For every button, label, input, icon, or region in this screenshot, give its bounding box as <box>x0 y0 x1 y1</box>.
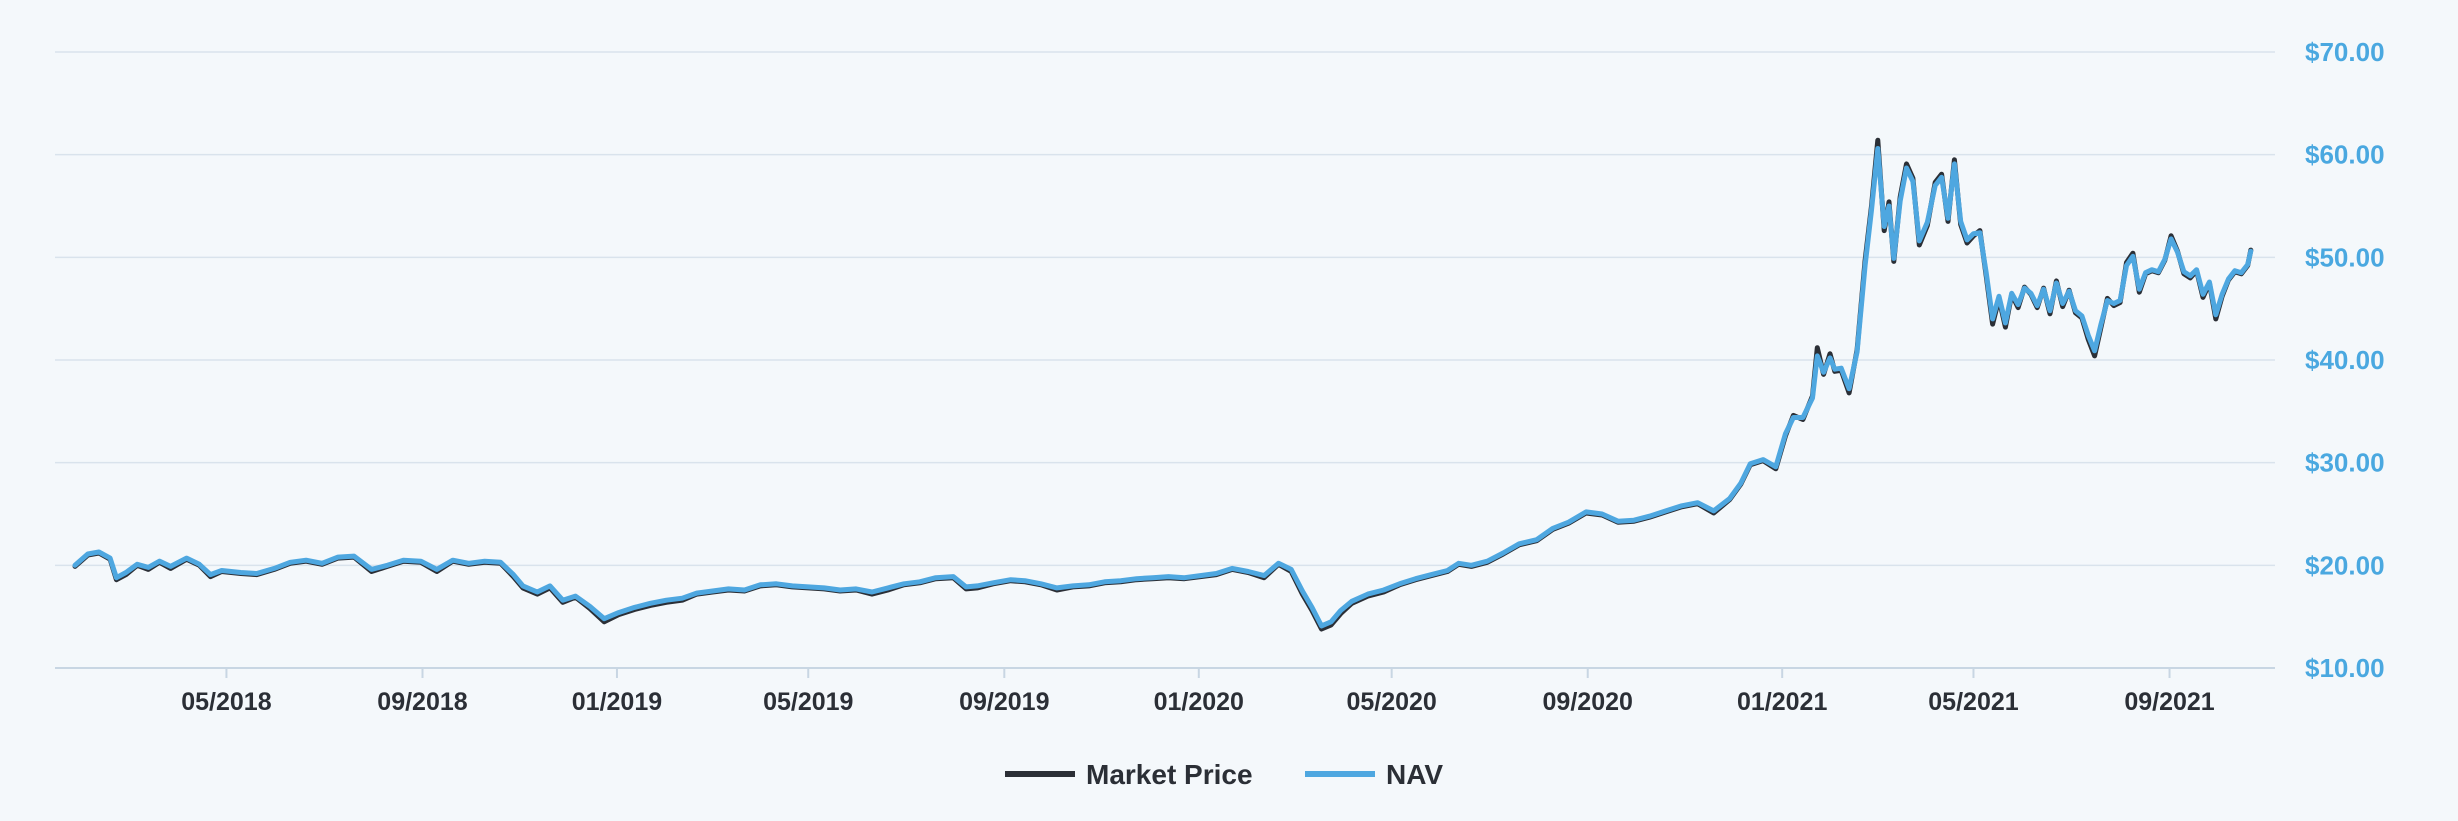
y-tick-label: $30.00 <box>2305 448 2385 478</box>
x-tick-label: 01/2020 <box>1154 688 1244 716</box>
x-tick-label: 09/2021 <box>2124 688 2214 716</box>
x-tick-label: 09/2018 <box>377 688 467 716</box>
y-tick-label: $10.00 <box>2305 653 2385 683</box>
series-line-market-price <box>72 137 2254 632</box>
y-tick-label: $20.00 <box>2305 550 2385 580</box>
x-tick-label: 05/2021 <box>1928 688 2018 716</box>
legend-item-market-price[interactable]: Market Price <box>1005 759 1253 790</box>
x-tick-label: 09/2020 <box>1543 688 1633 716</box>
series-lines <box>72 137 2254 632</box>
grid-lines <box>55 51 2275 567</box>
x-tick-label: 05/2018 <box>181 688 271 716</box>
y-tick-label: $50.00 <box>2305 242 2385 272</box>
x-axis-tick-labels: 05/2018 09/2018 01/2019 05/2019 09/2019 01/20… <box>181 668 2215 716</box>
legend[interactable]: Market Price NAV <box>1005 759 1443 790</box>
legend-label-market-price[interactable]: Market Price <box>1086 759 1253 790</box>
x-tick-label: 05/2020 <box>1346 688 1436 716</box>
y-tick-label: $70.00 <box>2305 37 2385 67</box>
x-tick-label: 01/2019 <box>572 688 662 716</box>
y-axis-tick-labels: $70.00 $60.00 $50.00 $40.00 $30.00 $20.00 $10.… <box>2305 37 2385 683</box>
y-tick-label: $40.00 <box>2305 345 2385 375</box>
y-tick-label: $60.00 <box>2305 140 2385 170</box>
series-line-nav <box>72 146 2254 629</box>
x-tick-label: 05/2019 <box>763 688 853 716</box>
legend-label-nav[interactable]: NAV <box>1386 759 1443 790</box>
legend-item-nav[interactable]: NAV <box>1305 759 1443 790</box>
x-tick-label: 09/2019 <box>959 688 1049 716</box>
x-tick-label: 01/2021 <box>1737 688 1827 716</box>
